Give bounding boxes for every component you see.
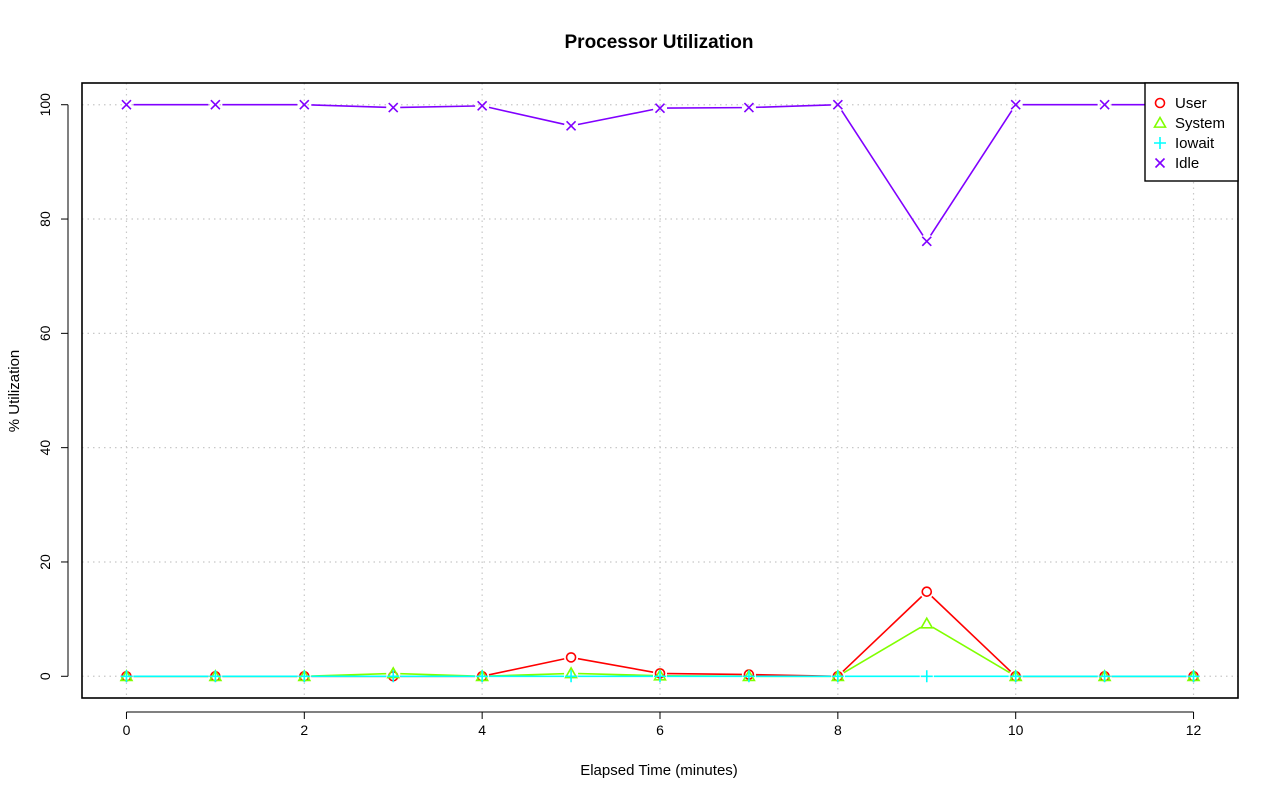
y-axis: 0 20 40 60 80 100 [37,93,69,680]
x-tick-label: 0 [123,722,131,738]
data-point-iowait [920,670,933,683]
y-tick-label: 80 [37,211,53,227]
legend-marker-idle [1154,157,1166,169]
data-point-idle [743,102,754,113]
data-point-idle [1010,99,1021,110]
series-iowait [120,670,1200,683]
series-line-segment [488,658,565,676]
data-point-user [921,586,933,597]
x-tick-label: 4 [478,722,486,738]
series-line-segment [488,106,565,126]
legend-item-idle: Idle [1154,155,1199,172]
data-point-iowait [298,670,311,683]
x-tick-label: 6 [656,722,664,738]
data-point-iowait [654,670,666,683]
data-point-iowait [387,670,400,683]
series-idle [121,99,1199,247]
data-point-idle [388,102,399,113]
data-point-iowait [476,670,489,683]
data-point-idle [832,99,843,110]
plot-frame [81,82,1239,699]
legend-box [1144,82,1239,182]
data-point-iowait [565,670,578,683]
data-point-iowait [1098,670,1111,683]
legend-item-system: System [1153,115,1225,132]
legend-item-user: User [1154,95,1207,112]
series-line-segment [400,105,476,109]
series-line-segment [840,110,924,236]
y-tick-label: 20 [37,554,53,570]
y-tick-label: 0 [37,672,53,680]
x-tick-label: 10 [1008,722,1024,738]
legend-marker-system [1153,115,1167,128]
x-tick-label: 8 [834,722,842,738]
chart-title: Processor Utilization [565,32,754,53]
series-line-segment [755,104,831,109]
legend-marker-iowait [1154,137,1166,149]
legend-label: Iowait [1175,135,1215,152]
series-line-segment [311,104,387,109]
series-line-segment [842,595,923,673]
legend-marker-user [1154,97,1166,109]
series-line-segment [666,672,742,676]
series-line-segment [578,672,654,677]
series-layer [119,99,1201,683]
grid [82,83,1238,698]
series-line-segment [577,657,654,673]
y-tick-label: 100 [37,93,53,117]
data-point-iowait [831,670,844,683]
legend-label: User [1175,95,1207,112]
data-point-idle [654,103,666,114]
data-point-system [919,616,934,629]
data-point-idle [121,99,132,110]
x-axis: 0 2 4 6 8 10 12 [123,711,1202,738]
series-line-segment [577,108,654,126]
x-tick-label: 2 [300,722,308,738]
data-point-idle [1099,99,1110,110]
series-line-segment [843,626,922,674]
data-point-idle [210,99,221,110]
legend-label: Idle [1175,155,1199,172]
data-point-iowait [742,670,755,683]
data-point-idle [299,99,310,110]
data-point-iowait [120,670,133,683]
data-point-idle [566,120,577,131]
legend-item-iowait: Iowait [1154,135,1215,152]
legend: User System Iowait Idle [1144,82,1239,182]
data-point-iowait [209,670,222,683]
series-line-segment [931,595,1012,673]
y-axis-label: % Utilization [6,350,23,433]
data-point-user [565,652,577,663]
series-line-segment [932,626,1011,674]
data-point-idle [477,100,488,111]
data-point-idle [921,236,932,247]
x-axis-label: Elapsed Time (minutes) [580,762,738,779]
y-tick-label: 60 [37,325,53,341]
series-line-segment [929,110,1013,236]
x-tick-label: 12 [1186,722,1202,738]
data-point-iowait [1187,670,1200,683]
legend-label: System [1175,115,1225,132]
y-tick-label: 40 [37,440,53,456]
data-point-iowait [1009,670,1022,683]
